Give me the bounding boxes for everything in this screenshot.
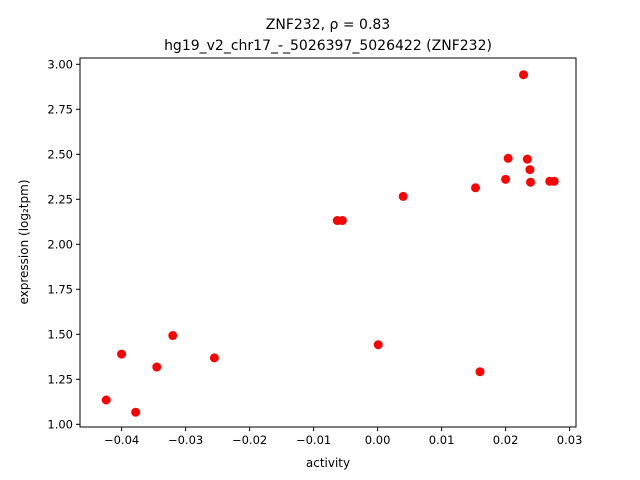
data-point-20 <box>549 176 559 186</box>
y-tick-label-8: 2.75 <box>47 102 73 116</box>
data-point-2 <box>117 349 127 359</box>
y-tick-label-6: 2.25 <box>47 192 73 206</box>
y-axis-ticks: 1.00 1.25 1.50 1.75 2.00 2.25 2.50 2.75 3.00 <box>47 57 80 431</box>
y-tick-label-2: 1.25 <box>47 372 73 386</box>
x-tick-label-1: −0.04 <box>104 433 139 447</box>
y-tick-label-5: 2.00 <box>47 237 73 251</box>
data-point-15 <box>519 70 529 80</box>
data-point-5 <box>168 331 178 341</box>
x-tick-label-4: −0.01 <box>296 433 331 447</box>
data-point-8 <box>337 216 347 226</box>
x-tick-label-8: 0.03 <box>557 433 583 447</box>
x-tick-label-3: −0.02 <box>232 433 267 447</box>
x-tick-label-2: −0.03 <box>168 433 203 447</box>
data-points <box>101 70 559 417</box>
data-point-17 <box>525 165 535 175</box>
y-tick-label-9: 3.00 <box>47 57 73 71</box>
data-point-11 <box>471 183 481 193</box>
x-tick-label-5: 0.00 <box>365 433 391 447</box>
data-point-16 <box>522 154 532 164</box>
x-axis-ticks: −0.04 −0.03 −0.02 −0.01 0.00 0.01 0.02 0.03 <box>104 427 582 447</box>
data-point-9 <box>373 340 383 350</box>
data-point-1 <box>101 395 111 405</box>
chart-title-line1: ZNF232, ρ = 0.83 <box>266 17 390 33</box>
y-axis-label: expression (log₂tpm) <box>17 179 31 304</box>
x-axis-label: activity <box>306 456 350 470</box>
data-point-6 <box>209 353 219 363</box>
plot-frame <box>79 57 577 428</box>
data-point-14 <box>503 153 513 163</box>
y-tick-label-7: 2.50 <box>47 147 73 161</box>
data-point-12 <box>475 367 485 377</box>
data-point-4 <box>152 362 162 372</box>
x-tick-label-6: 0.01 <box>429 433 455 447</box>
data-point-3 <box>131 407 141 417</box>
data-point-10 <box>398 191 408 201</box>
data-point-18 <box>526 177 536 187</box>
y-tick-label-1: 1.00 <box>47 417 73 431</box>
chart-title-line2: hg19_v2_chr17_-_5026397_5026422 (ZNF232) <box>164 38 492 54</box>
y-tick-label-4: 1.75 <box>47 282 73 296</box>
y-tick-label-3: 1.50 <box>47 327 73 341</box>
data-point-13 <box>501 174 511 184</box>
x-tick-label-7: 0.02 <box>493 433 519 447</box>
